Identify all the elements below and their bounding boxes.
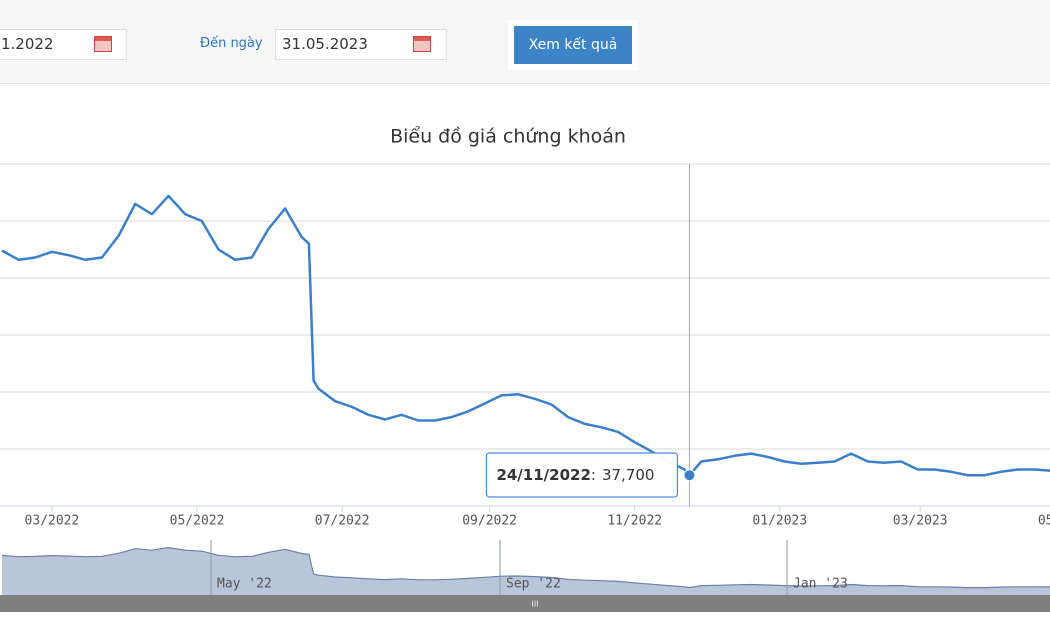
x-tick-label: 05/2023 xyxy=(1038,514,1050,529)
tooltip-date: 24/11/2022 xyxy=(496,466,590,484)
price-line xyxy=(1,194,1050,477)
scrollbar xyxy=(0,595,1050,612)
navigator-label: Sep '22 xyxy=(506,577,561,592)
button-frame: Xem kết quả xyxy=(508,20,638,70)
navigator-label: May '22 xyxy=(217,577,272,592)
filter-bar: 1.2022 Đến ngày 31.05.2023 Xem kết quả xyxy=(0,0,1050,84)
from-date-input[interactable]: 1.2022 xyxy=(0,29,127,60)
x-tick-label: 11/2022 xyxy=(607,514,662,529)
tooltip-separator: : xyxy=(591,466,596,484)
calendar-icon[interactable] xyxy=(413,36,431,52)
tooltip-text: 24/11/2022: 37,700 xyxy=(496,466,654,484)
calendar-icon[interactable] xyxy=(94,36,112,52)
x-tick-label: 07/2022 xyxy=(315,514,370,529)
submit-button[interactable]: Xem kết quả xyxy=(514,26,632,64)
to-date-input[interactable]: 31.05.2023 xyxy=(275,29,447,60)
hover-point xyxy=(683,469,696,482)
scrollbar-grip: III xyxy=(531,600,538,609)
to-label: Đến ngày xyxy=(200,36,263,51)
x-tick-label: 03/2022 xyxy=(25,514,80,529)
x-tick-label: 05/2022 xyxy=(170,514,225,529)
navigator-line xyxy=(1,546,1050,589)
chart: Biểu đồ giá chứng khoán 03/2022 05/2022 07… xyxy=(0,126,1050,612)
tooltip-value: 37,700 xyxy=(602,466,655,484)
x-tick-label: 01/2023 xyxy=(752,514,807,529)
x-tick-label: 03/2023 xyxy=(893,514,948,529)
to-date: 31.05.2023 xyxy=(282,35,368,53)
from-date: 1.2022 xyxy=(1,35,54,53)
chart-title: Biểu đồ giá chứng khoán xyxy=(390,126,626,148)
navigator-label: Jan '23 xyxy=(793,577,848,592)
x-tick-label: 09/2022 xyxy=(462,514,517,529)
tooltip-box xyxy=(485,452,679,498)
navigator-area xyxy=(2,547,1050,595)
